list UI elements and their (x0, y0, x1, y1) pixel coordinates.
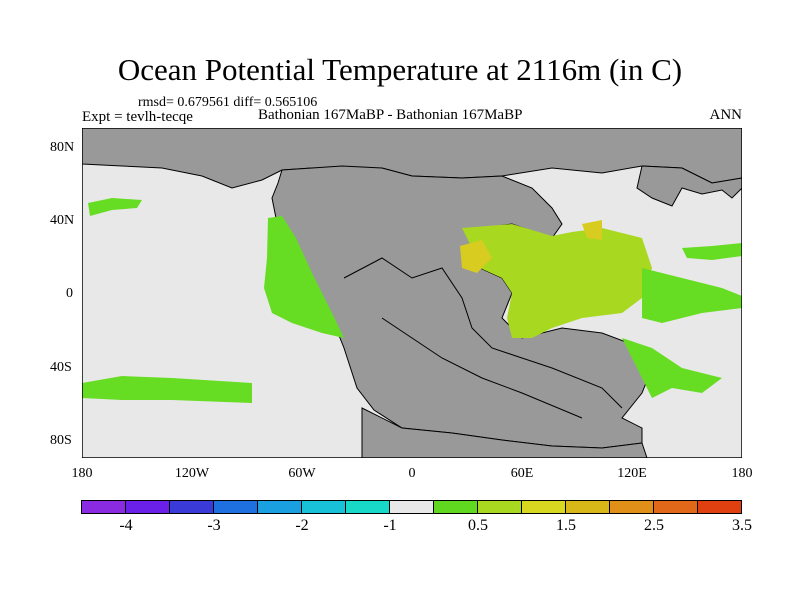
colorbar-label: 3.5 (732, 517, 752, 534)
experiment-label: Expt = tevlh-tecqe (82, 109, 193, 125)
colorbar-box (697, 500, 742, 514)
land-east (636, 165, 742, 207)
lon-label-0: 0 (408, 466, 416, 481)
lon-label-60e: 60E (510, 466, 534, 481)
colorbar-label: 2.5 (644, 517, 664, 534)
lon-label-180w: 180 (71, 466, 93, 481)
colorbar-label: -3 (207, 517, 221, 534)
lat-label-40n: 40N (50, 213, 75, 228)
lat-label-80n: 80N (50, 140, 75, 155)
colorbar-box (477, 500, 522, 514)
colorbar-box (125, 500, 170, 514)
colorbar-box (433, 500, 478, 514)
colorbar-label: 0.5 (468, 517, 488, 534)
subtitle: Bathonian 167MaBP - Bathonian 167MaBP (258, 107, 523, 123)
lon-label-180e: 180 (731, 466, 753, 481)
anomaly-northwest (88, 198, 142, 216)
colorbar-box (213, 500, 258, 514)
colorbar-label: -2 (295, 517, 309, 534)
land-south (361, 407, 648, 458)
anomaly-tethys (462, 224, 652, 338)
lon-label-120e: 120E (617, 466, 647, 481)
colorbar-label: -4 (119, 517, 133, 534)
colorbar-box (521, 500, 566, 514)
anomaly-east-ocean (642, 268, 742, 323)
lon-label-120w: 120W (174, 466, 210, 481)
anomaly-tethys-warm (460, 220, 602, 273)
colorbar-box (345, 500, 390, 514)
map-plot (82, 128, 742, 458)
anomaly-south (622, 338, 722, 398)
anomaly-far-east (682, 243, 742, 260)
colorbar (81, 500, 742, 514)
colorbar-label: -1 (383, 517, 397, 534)
colorbar-box (169, 500, 214, 514)
colorbar-box (301, 500, 346, 514)
colorbar-box (389, 500, 434, 514)
colorbar-label: 1.5 (556, 517, 576, 534)
plot-title: Ocean Potential Temperature at 2116m (in… (117, 52, 683, 87)
lat-label-0: 0 (66, 286, 73, 301)
colorbar-box (565, 500, 610, 514)
colorbar-box (609, 500, 654, 514)
stats-text: rmsd= 0.679561 diff= 0.565106 (138, 95, 318, 110)
lon-label-60w: 60W (288, 466, 316, 481)
lat-label-80s: 80S (50, 433, 72, 448)
anomaly-pacific-east (264, 216, 344, 338)
colorbar-box (81, 500, 126, 514)
colorbar-box (257, 500, 302, 514)
lat-label-40s: 40S (50, 360, 72, 375)
coastline-inner (343, 257, 623, 419)
season-label: ANN (709, 107, 743, 123)
colorbar-box (653, 500, 698, 514)
anomaly-southwest (82, 376, 252, 403)
